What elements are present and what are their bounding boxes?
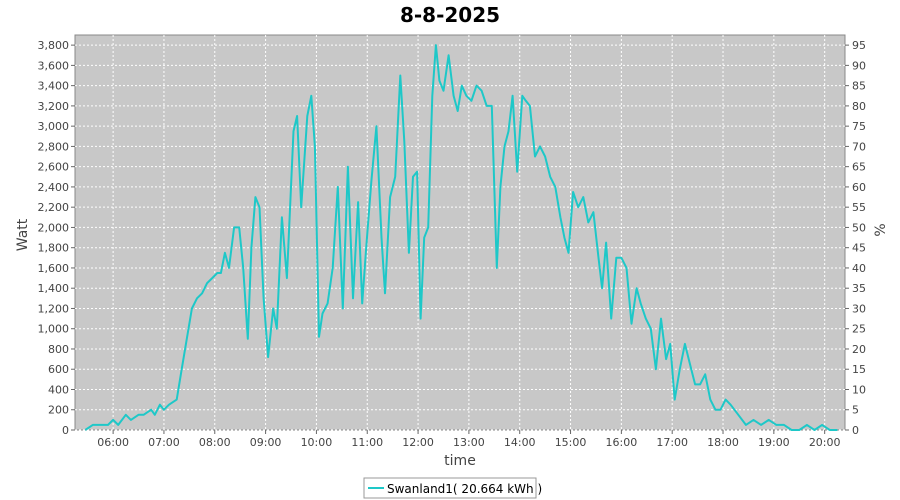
y2-tick-label: 55 [852,201,866,214]
y2-tick-label: 20 [852,343,866,356]
chart-title: 8-8-2025 [400,3,500,27]
x-tick-label: 18:00 [707,436,739,449]
x-tick-label: 13:00 [453,436,485,449]
y2-tick-label: 25 [852,323,866,336]
y-tick-label: 1,600 [38,262,70,275]
y-tick-label: 1,000 [38,323,70,336]
y-tick-label: 2,800 [38,140,70,153]
y-tick-label: 3,800 [38,39,70,52]
y2-tick-label: 10 [852,383,866,396]
y2-tick-label: 45 [852,242,866,255]
x-tick-label: 19:00 [758,436,790,449]
x-tick-label: 12:00 [402,436,434,449]
y2-tick-label: 40 [852,262,866,275]
series-line-0 [84,44,838,431]
y-tick-label: 3,000 [38,120,70,133]
y2-tick-label: 70 [852,140,866,153]
x-axis-label: time [444,453,476,469]
y-tick-label: 0 [62,424,69,437]
y-tick-label: 600 [48,363,69,376]
y-tick-label: 800 [48,343,69,356]
y-tick-label: 2,400 [38,181,70,194]
y2-tick-label: 35 [852,282,866,295]
x-tick-label: 07:00 [148,436,180,449]
x-tick-label: 08:00 [199,436,231,449]
y2-tick-label: 0 [852,424,859,437]
y-tick-label: 2,200 [38,201,70,214]
y2-tick-label: 30 [852,302,866,315]
x-tick-label: 17:00 [656,436,688,449]
y-tick-label: 2,600 [38,161,70,174]
y-tick-label: 3,400 [38,80,70,93]
x-tick-label: 09:00 [250,436,282,449]
legend-box [363,477,537,499]
y2-tick-label: 65 [852,161,866,174]
y-tick-label: 200 [48,404,69,417]
y-tick-label: 2,000 [38,221,70,234]
x-tick-label: 15:00 [555,436,587,449]
x-tick-label: 16:00 [606,436,638,449]
y2-tick-label: 85 [852,80,866,93]
y2-tick-label: 75 [852,120,866,133]
x-tick-label: 14:00 [504,436,536,449]
grid [75,35,845,431]
y-tick-label: 1,400 [38,282,70,295]
x-tick-label: 11:00 [351,436,383,449]
y-tick-label: 400 [48,383,69,396]
x-tick-label: 06:00 [97,436,129,449]
y2-tick-label: 60 [852,181,866,194]
y2-tick-label: 15 [852,363,866,376]
legend-label: Swanland1( 20.664 kWh ) [387,482,542,496]
y2-tick-label: 5 [852,404,859,417]
y2-tick-label: 95 [852,39,866,52]
y2-tick-label: 80 [852,100,866,113]
y-tick-label: 1,800 [38,242,70,255]
y2-tick-label: 50 [852,221,866,234]
y2-tick-label: 90 [852,59,866,72]
series-layer [84,44,838,431]
y-tick-label: 3,200 [38,100,70,113]
y-tick-label: 1,200 [38,302,70,315]
y-tick-label: 3,600 [38,59,70,72]
x-tick-label: 20:00 [809,436,841,449]
legend: Swanland1( 20.664 kWh ) [363,477,542,499]
y2-axis-label: % [873,223,889,236]
y-axis-label: Watt [15,218,31,251]
x-tick-label: 10:00 [301,436,333,449]
axes: 02004006008001,0001,2001,4001,6001,8002,… [38,39,867,449]
